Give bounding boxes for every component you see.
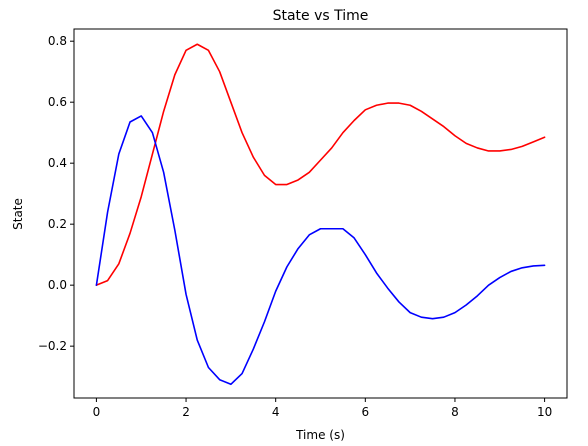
y-tick-label: 0.6 <box>48 95 67 109</box>
x-tick-label: 8 <box>451 405 459 419</box>
plot-area: 0 2 4 6 8 10 −0.2 0.0 0.2 0.4 0.6 0.8 <box>38 28 568 419</box>
x-tick-label: 10 <box>537 405 552 419</box>
x-tick-label: 6 <box>361 405 369 419</box>
series-line-1 <box>95 43 546 286</box>
y-axis-label: State <box>11 198 25 230</box>
series-line-2 <box>95 115 546 386</box>
x-axis-label: Time (s) <box>295 428 345 442</box>
y-tick-label: −0.2 <box>38 339 67 353</box>
y-tick-label: 0.8 <box>48 34 67 48</box>
x-tick-label: 0 <box>93 405 101 419</box>
y-tick-label: 0.4 <box>48 156 67 170</box>
x-tick-label: 2 <box>182 405 190 419</box>
axes-frame <box>73 28 568 399</box>
y-tick-label: 0.2 <box>48 217 67 231</box>
y-tick-label: 0.0 <box>48 278 67 292</box>
chart-title: State vs Time <box>273 8 369 24</box>
x-tick-label: 4 <box>272 405 280 419</box>
